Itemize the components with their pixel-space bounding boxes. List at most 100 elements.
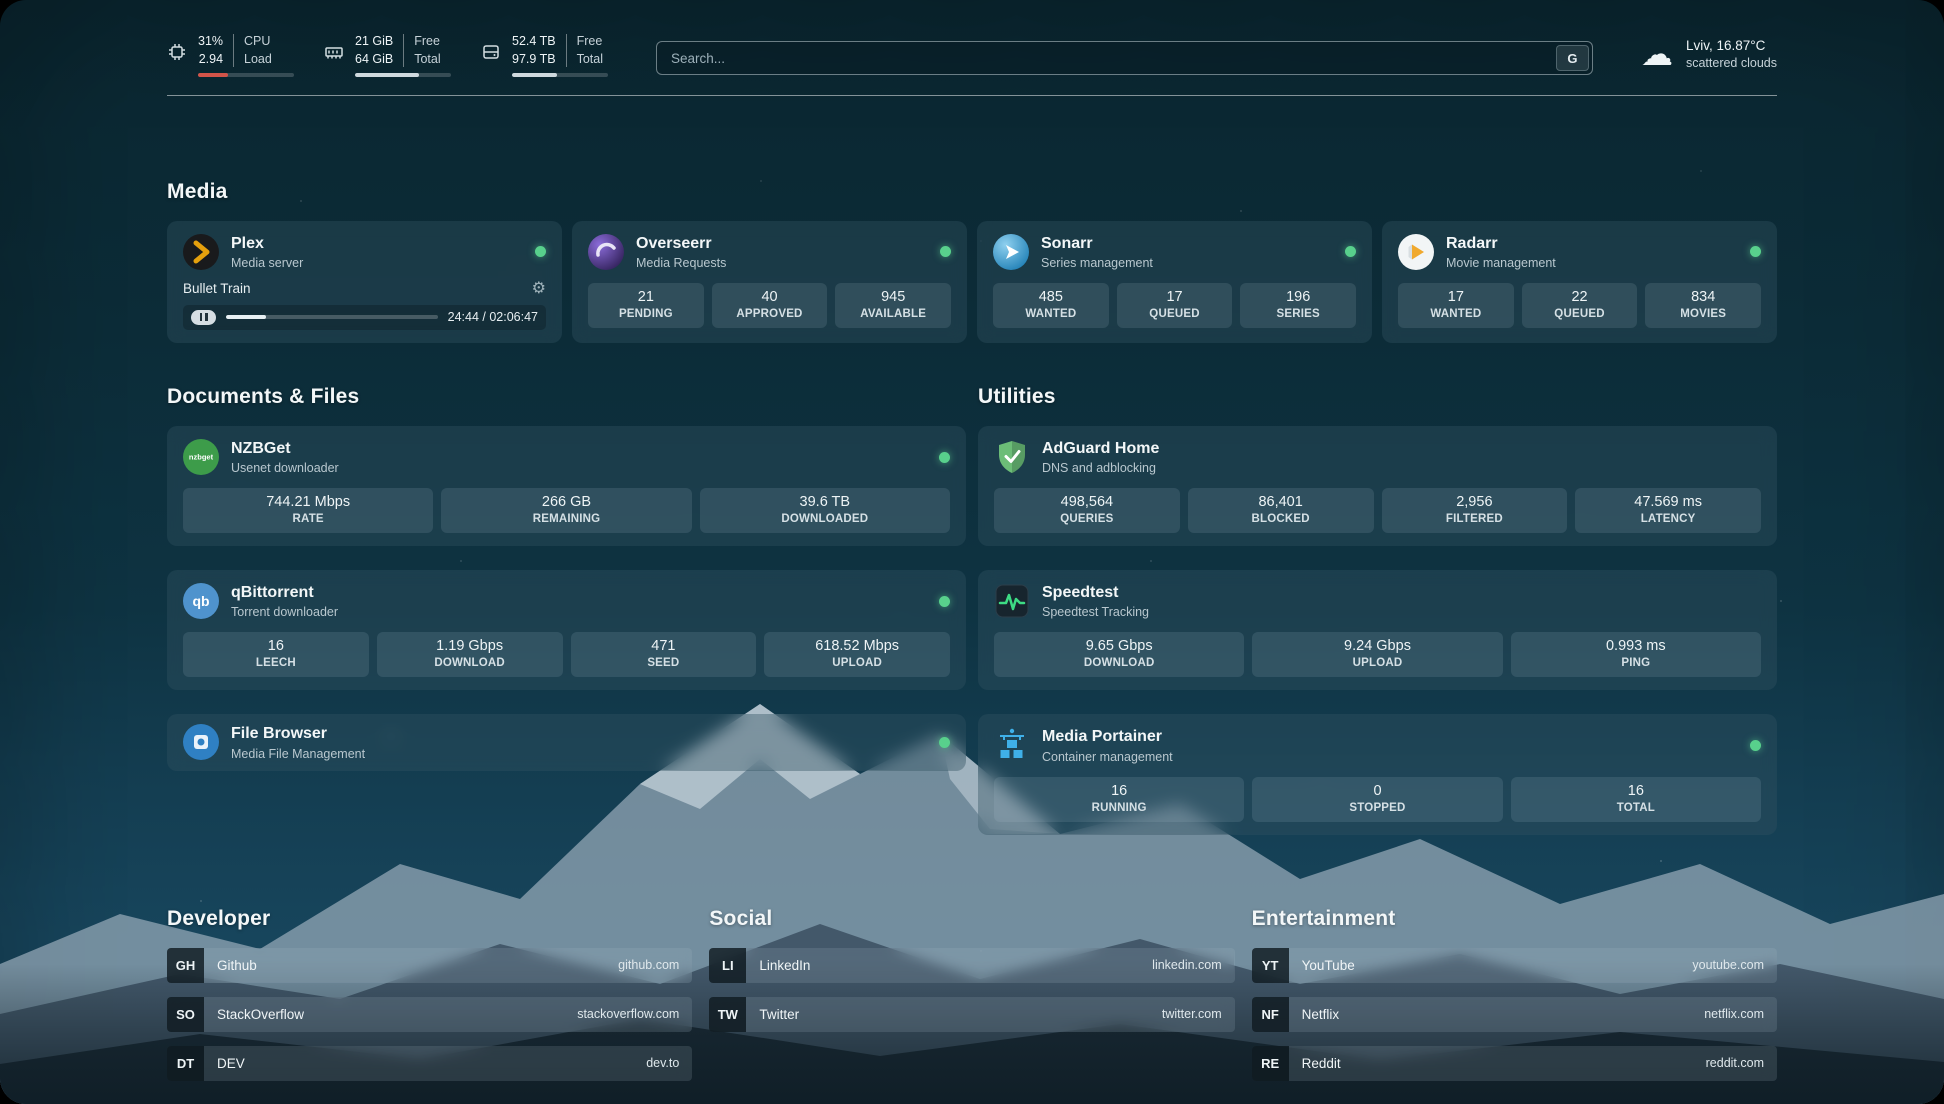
portainer-titles: Media Portainer Container management bbox=[1042, 727, 1173, 763]
stat-running: 16 RUNNING bbox=[994, 776, 1245, 822]
bookmark-reddit[interactable]: RE Reddit reddit.com bbox=[1251, 1045, 1777, 1081]
app-card-plex[interactable]: Plex Media server Bullet Train ⚙ bbox=[167, 220, 562, 343]
app-name: Plex bbox=[231, 234, 264, 252]
speedtest-titles: Speedtest Speedtest Tracking bbox=[1042, 583, 1149, 619]
disk-free-value: 52.4 TB bbox=[512, 34, 556, 48]
app-subtitle: Speedtest Tracking bbox=[1042, 605, 1150, 620]
stat-value: 485 bbox=[1038, 288, 1063, 305]
radarr-stats: 17 WANTED 22 QUEUED 834 MOVIES bbox=[1398, 282, 1762, 328]
app-name: Radarr bbox=[1446, 234, 1498, 252]
stat-value: 16 bbox=[267, 638, 284, 655]
svg-text:qb: qb bbox=[192, 593, 209, 609]
bookmark-group-entertainment: Entertainment YT YouTube youtube.com NF … bbox=[1251, 907, 1777, 1081]
stat-queued: 22 QUEUED bbox=[1521, 282, 1638, 328]
stat-label: AVAILABLE bbox=[860, 307, 927, 320]
seek-progress-fill bbox=[226, 315, 267, 320]
app-subtitle: Movie management bbox=[1446, 255, 1556, 270]
stat-approved: 40 APPROVED bbox=[711, 282, 828, 328]
stat-rate: 744.21 Mbps RATE bbox=[183, 488, 434, 534]
cpu-label-top: CPU bbox=[244, 34, 271, 48]
portainer-stats: 16 RUNNING 0 STOPPED 16 TOTAL bbox=[994, 776, 1761, 822]
disk-icon bbox=[481, 42, 501, 77]
stat-value: 47.569 ms bbox=[1634, 494, 1702, 511]
qbittorrent-header: qb qBittorrent Torrent downloader bbox=[183, 583, 950, 619]
stat-value: 945 bbox=[881, 288, 906, 305]
sonarr-stats: 485 WANTED 17 QUEUED 196 SERIES bbox=[993, 282, 1357, 328]
stat-label: QUEUED bbox=[1149, 307, 1200, 320]
app-name: Sonarr bbox=[1041, 234, 1093, 252]
stat-label: REMAINING bbox=[532, 513, 601, 526]
pause-button[interactable] bbox=[191, 309, 216, 325]
stat-value: 9.65 Gbps bbox=[1085, 638, 1153, 655]
app-card-radarr[interactable]: Radarr Movie management 17 WANTED 22 QUE… bbox=[1382, 220, 1777, 343]
seek-track[interactable] bbox=[226, 315, 438, 320]
stat-value: 39.6 TB bbox=[799, 494, 851, 511]
app-card-sonarr[interactable]: Sonarr Series management 485 WANTED 17 Q… bbox=[977, 220, 1372, 343]
disk-widget: 52.4 TB 97.9 TB Free Total bbox=[481, 34, 608, 77]
app-card-adguard[interactable]: AdGuard Home DNS and adblocking 498,564 … bbox=[978, 425, 1777, 547]
app-card-nzbget[interactable]: nzbget NZBGet Usenet downloader 744.21 M… bbox=[167, 425, 966, 547]
stat-label: SERIES bbox=[1276, 307, 1320, 320]
twitter-badge: TW bbox=[709, 996, 747, 1032]
stat-value: 744.21 Mbps bbox=[266, 494, 351, 511]
bookmark-github[interactable]: GH Github github.com bbox=[167, 947, 693, 983]
bookmark-url: netflix.com bbox=[1704, 1007, 1764, 1021]
media-grid: Plex Media server Bullet Train ⚙ bbox=[167, 220, 1777, 343]
stat-stopped: 0 STOPPED bbox=[1252, 776, 1503, 822]
search-input[interactable] bbox=[656, 41, 1593, 75]
memory-progress-fill bbox=[355, 73, 420, 77]
bookmark-dev[interactable]: DT DEV dev.to bbox=[167, 1045, 693, 1081]
cpu-widget-body: 31% 2.94 CPU Load bbox=[198, 34, 294, 77]
bookmark-name: Twitter bbox=[759, 1006, 800, 1022]
disk-label-top: Free bbox=[576, 34, 603, 48]
bookmark-twitter[interactable]: TW Twitter twitter.com bbox=[709, 996, 1235, 1032]
bookmark-youtube[interactable]: YT YouTube youtube.com bbox=[1251, 947, 1777, 983]
app-card-filebrowser[interactable]: File Browser Media File Management bbox=[167, 714, 966, 771]
stat-value: 0.993 ms bbox=[1605, 638, 1666, 655]
filebrowser-titles: File Browser Media File Management bbox=[231, 724, 365, 760]
stat-value: 16 bbox=[1111, 782, 1128, 799]
stackoverflow-badge: SO bbox=[167, 996, 204, 1032]
search-engine-button[interactable]: G bbox=[1555, 45, 1589, 71]
app-card-qbittorrent[interactable]: qb qBittorrent Torrent downloader 16 LEE… bbox=[167, 570, 966, 691]
stat-value: 22 bbox=[1571, 288, 1588, 305]
app-name: NZBGet bbox=[231, 439, 291, 457]
netflix-badge: NF bbox=[1251, 996, 1289, 1032]
stat-latency: 47.569 ms LATENCY bbox=[1575, 488, 1761, 534]
app-name: Overseerr bbox=[636, 234, 712, 252]
bookmark-name: DEV bbox=[217, 1055, 245, 1071]
filebrowser-header: File Browser Media File Management bbox=[183, 724, 950, 761]
status-dot bbox=[940, 246, 951, 258]
stat-value: 2,956 bbox=[1456, 494, 1493, 511]
stat-value: 0 bbox=[1373, 782, 1382, 799]
bookmark-name: Github bbox=[217, 957, 257, 973]
bookmark-url: stackoverflow.com bbox=[577, 1007, 680, 1021]
stat-label: LEECH bbox=[255, 657, 296, 670]
stat-movies: 834 MOVIES bbox=[1645, 282, 1762, 328]
app-card-overseerr[interactable]: Overseerr Media Requests 21 PENDING 40 A… bbox=[572, 220, 967, 343]
bookmark-stackoverflow[interactable]: SO StackOverflow stackoverflow.com bbox=[167, 996, 693, 1032]
plex-seek-bar: 24:44 / 02:06:47 bbox=[183, 304, 546, 330]
bookmark-group-social: Social LI LinkedIn linkedin.com TW Twitt… bbox=[709, 907, 1235, 1032]
stat-pending: 21 PENDING bbox=[588, 282, 704, 328]
bookmark-netflix[interactable]: NF Netflix netflix.com bbox=[1251, 996, 1777, 1032]
app-name: File Browser bbox=[231, 725, 328, 743]
app-card-portainer[interactable]: Media Portainer Container management 16 … bbox=[978, 714, 1777, 835]
snow-specks bbox=[0, 0, 2, 2]
stat-blocked: 86,401 BLOCKED bbox=[1187, 488, 1374, 534]
stat-label: DOWNLOADED bbox=[781, 513, 869, 526]
bookmark-linkedin[interactable]: LI LinkedIn linkedin.com bbox=[709, 947, 1235, 983]
stat-filtered: 2,956 FILTERED bbox=[1381, 488, 1568, 534]
gear-icon[interactable]: ⚙ bbox=[531, 279, 546, 297]
memory-label-top: Free bbox=[414, 34, 440, 48]
stat-remaining: 266 GB REMAINING bbox=[441, 488, 692, 534]
cpu-rows: 31% 2.94 CPU Load bbox=[198, 34, 294, 68]
search-bar: G bbox=[656, 41, 1593, 75]
app-card-speedtest[interactable]: Speedtest Speedtest Tracking 9.65 Gbps D… bbox=[978, 570, 1777, 691]
status-dot bbox=[939, 736, 950, 748]
stat-seed: 471 SEED bbox=[570, 632, 757, 678]
column-documents: Documents & Files nzbget NZBGet Usenet d bbox=[167, 385, 966, 771]
app-subtitle: DNS and adblocking bbox=[1042, 461, 1156, 476]
stat-label: DOWNLOAD bbox=[434, 657, 505, 670]
stat-download: 9.65 Gbps DOWNLOAD bbox=[994, 632, 1245, 678]
